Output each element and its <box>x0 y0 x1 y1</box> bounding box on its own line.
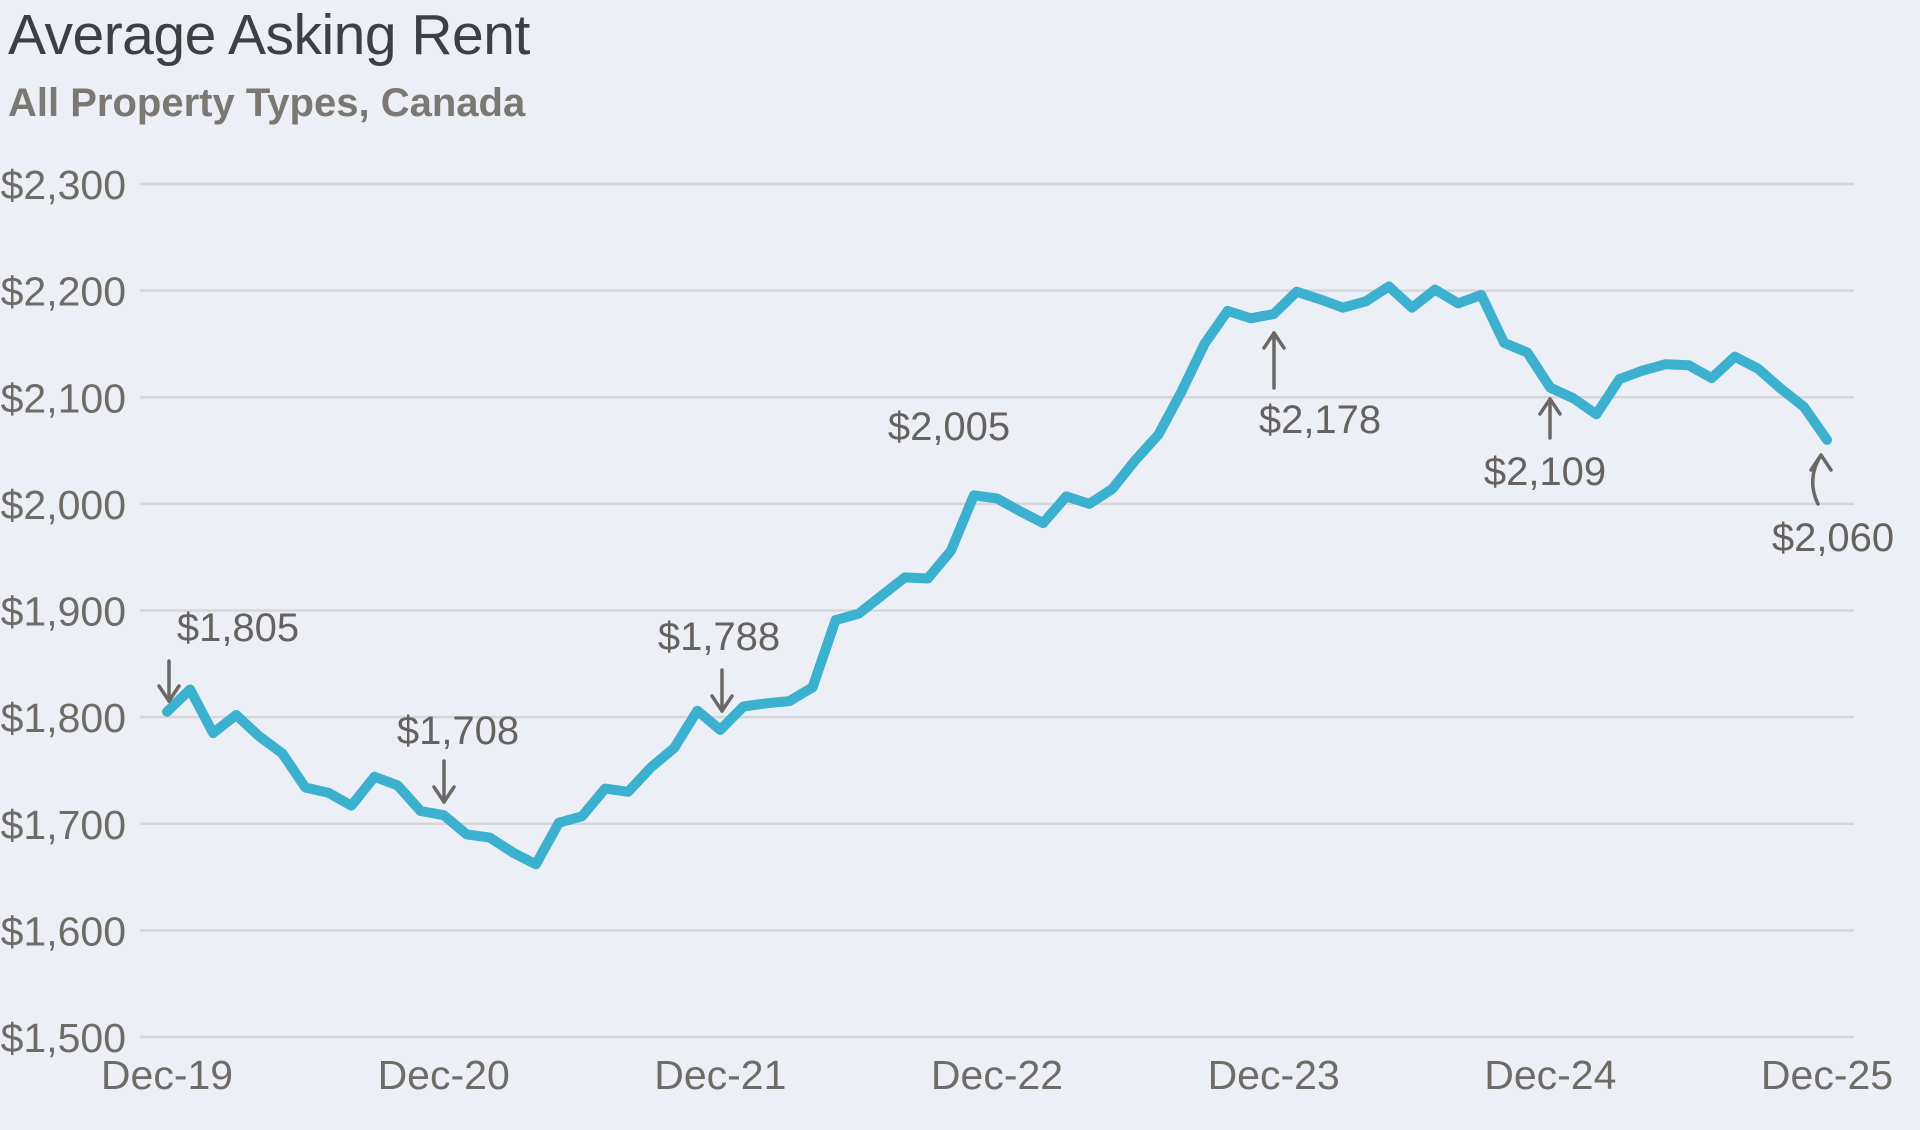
annotation-label: $1,788 <box>658 615 780 659</box>
chart-header: Average Asking Rent All Property Types, … <box>8 4 530 125</box>
annotation-arrowhead-icon <box>157 684 181 703</box>
x-tick-label: Dec-24 <box>1484 1052 1616 1098</box>
y-tick-label: $2,200 <box>1 269 126 315</box>
annotation-arrowhead-icon <box>1809 453 1833 472</box>
y-tick-label: $1,600 <box>1 908 126 954</box>
rent-line <box>162 281 1832 870</box>
x-tick-label: Dec-21 <box>654 1052 786 1098</box>
annotation-label: $1,805 <box>177 606 299 650</box>
annotation-label: $1,708 <box>397 709 519 753</box>
y-tick-label: $2,000 <box>1 482 126 528</box>
annotation-arrowhead-icon <box>710 694 734 713</box>
x-tick-label: Dec-22 <box>931 1052 1063 1098</box>
y-tick-label: $1,700 <box>1 802 126 848</box>
x-tick-label: Dec-19 <box>101 1052 233 1098</box>
y-tick-label: $1,800 <box>1 695 126 741</box>
annotation-label: $2,005 <box>888 405 1010 449</box>
annotation-label: $2,109 <box>1484 450 1606 494</box>
x-tick-label: Dec-25 <box>1761 1052 1893 1098</box>
chart-subtitle: All Property Types, Canada <box>8 80 526 125</box>
chart-title: Average Asking Rent <box>8 3 530 67</box>
y-tick-label: $2,100 <box>1 375 126 421</box>
annotation-label: $2,060 <box>1772 516 1894 560</box>
x-tick-label: Dec-20 <box>378 1052 510 1098</box>
annotation-arrowhead-icon <box>1262 331 1286 350</box>
y-tick-label: $1,900 <box>1 589 126 635</box>
x-tick-label: Dec-23 <box>1208 1052 1340 1098</box>
annotation-arrowhead-icon <box>432 785 456 804</box>
annotation-label: $2,178 <box>1259 398 1381 442</box>
y-tick-label: $1,500 <box>1 1015 126 1061</box>
y-tick-label: $2,300 <box>1 162 126 208</box>
annotation-arrowhead-icon <box>1538 397 1562 416</box>
